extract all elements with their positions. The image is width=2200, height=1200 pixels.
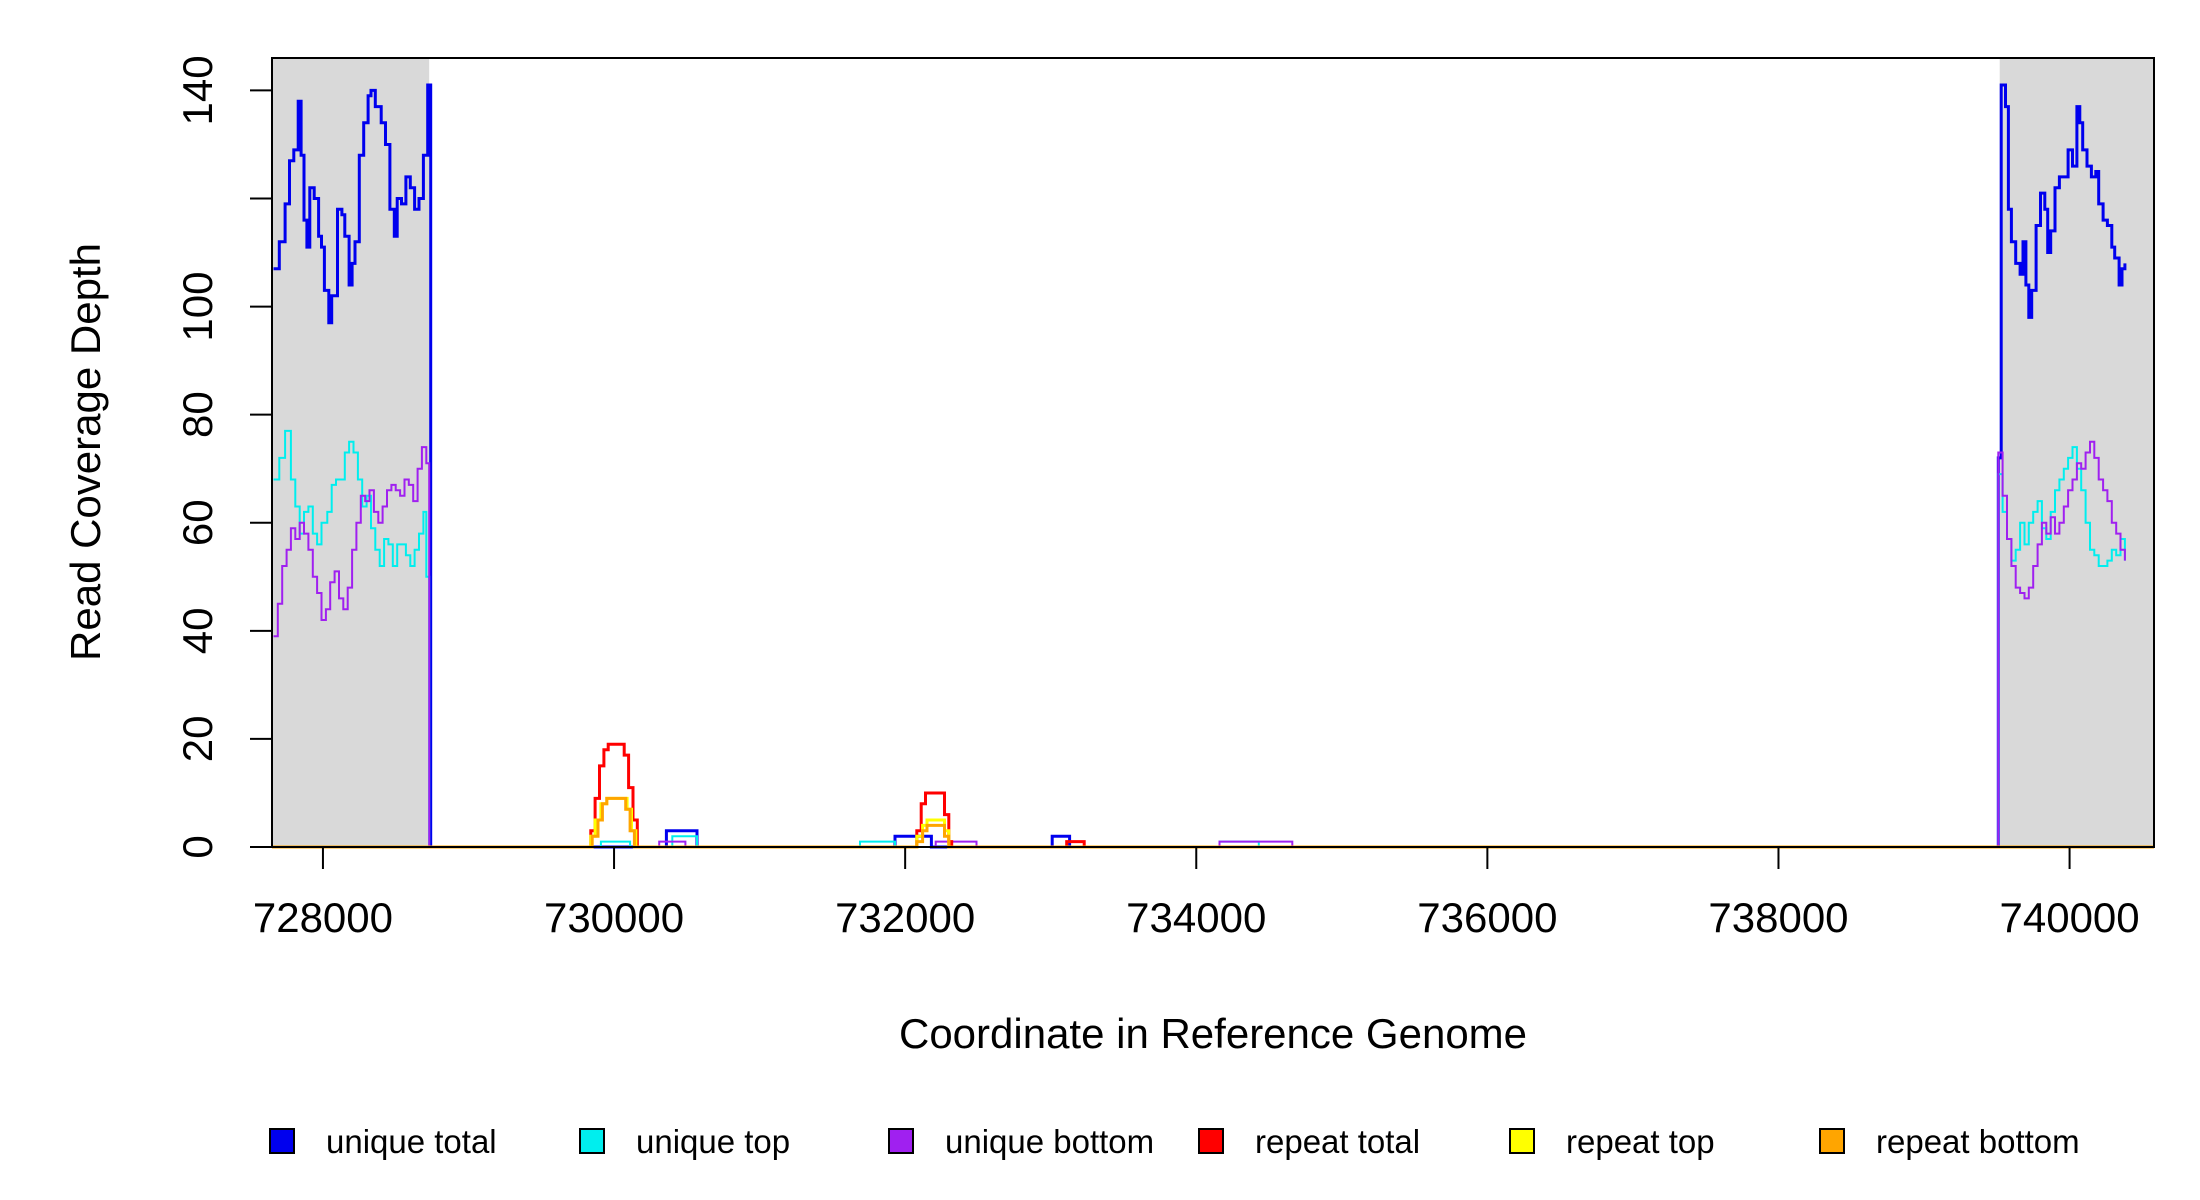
y-tick-label: 40 [174, 607, 221, 654]
y-tick-label: 60 [174, 499, 221, 546]
y-tick-label: 140 [174, 55, 221, 125]
y-axis: 0 20 40 60 80 100 140 [174, 55, 273, 859]
x-axis-title: Coordinate in Reference Genome [899, 1010, 1527, 1057]
series-repeat-bottom [272, 796, 2154, 849]
x-tick-label: 730000 [544, 894, 684, 941]
x-tick-label: 736000 [1417, 894, 1557, 941]
legend-label-unique-total: unique total [326, 1123, 497, 1160]
series-unique-total-right [1996, 83, 2127, 849]
y-tick-label: 80 [174, 391, 221, 438]
y-tick-label: 0 [174, 835, 221, 858]
series-unique-bottom-right [1996, 440, 2126, 848]
plot-frame [271, 57, 2155, 848]
legend-swatch-repeat-total [1198, 1128, 1224, 1154]
y-axis-title: Read Coverage Depth [62, 243, 109, 661]
series-unique-total [273, 83, 2154, 849]
legend-swatch-repeat-top [1509, 1128, 1535, 1154]
legend-swatch-unique-top [579, 1128, 605, 1154]
shaded-regions [272, 58, 2154, 847]
legend-swatch-unique-bottom [888, 1128, 914, 1154]
legend-label-repeat-bottom: repeat bottom [1876, 1123, 2080, 1160]
x-tick-label: 734000 [1126, 894, 1266, 941]
x-tick-label: 732000 [835, 894, 975, 941]
legend-label-repeat-total: repeat total [1255, 1123, 1420, 1160]
legend-label-repeat-top: repeat top [1566, 1123, 1715, 1160]
series-repeat-top [272, 796, 2154, 849]
legend-swatch-unique-total [269, 1128, 295, 1154]
series-unique-bottom [273, 446, 2154, 848]
y-tick-label: 100 [174, 272, 221, 342]
x-tick-label: 740000 [2000, 894, 2140, 941]
legend-label-unique-bottom: unique bottom [945, 1123, 1154, 1160]
y-tick-label: 20 [174, 716, 221, 763]
x-tick-label: 738000 [1708, 894, 1848, 941]
x-axis: 728000 730000 732000 734000 736000 738000 7400… [253, 846, 2140, 941]
shaded-region-1 [272, 58, 430, 847]
series-repeat-total [272, 742, 2154, 849]
series-unique-top-right [1996, 446, 2126, 848]
legend-label-unique-top: unique top [636, 1123, 790, 1160]
legend-swatch-repeat-bottom [1819, 1128, 1845, 1154]
series-lines [272, 83, 2154, 849]
legend: unique total unique top unique bottom repea… [269, 1123, 2080, 1160]
x-tick-label: 728000 [253, 894, 393, 941]
series-unique-top [273, 429, 2154, 848]
